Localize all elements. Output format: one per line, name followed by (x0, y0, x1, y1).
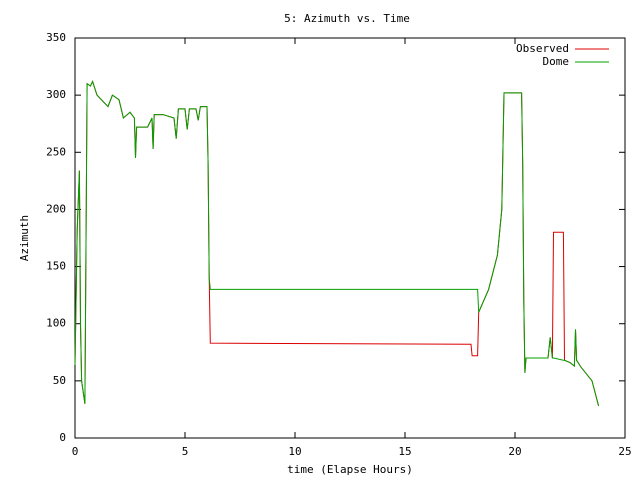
x-axis-label: time (Elapse Hours) (287, 463, 413, 476)
y-tick-label: 200 (46, 202, 66, 215)
y-tick-label: 250 (46, 145, 66, 158)
x-tick-label: 10 (288, 445, 301, 458)
y-tick-label: 150 (46, 260, 66, 273)
y-tick-label: 0 (59, 431, 66, 444)
chart-title: 5: Azimuth vs. Time (284, 12, 410, 25)
y-tick-label: 50 (53, 374, 66, 387)
plot-frame (74, 37, 626, 439)
y-tick-label: 300 (46, 88, 66, 101)
legend-label: Dome (543, 55, 570, 68)
y-tick-label: 100 (46, 317, 66, 330)
x-tick-label: 15 (398, 445, 411, 458)
x-tick-label: 25 (618, 445, 631, 458)
legend-label: Observed (516, 42, 569, 55)
y-axis-label: Azimuth (18, 215, 31, 261)
y-tick-label: 350 (46, 31, 66, 44)
x-tick-label: 5 (182, 445, 189, 458)
x-tick-label: 0 (72, 445, 79, 458)
x-tick-label: 20 (508, 445, 521, 458)
series-line (74, 80, 600, 407)
